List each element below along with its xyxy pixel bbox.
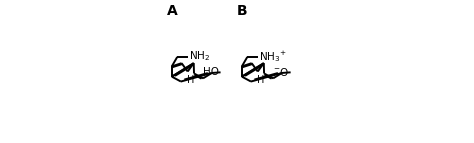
Text: A: A [167, 4, 178, 18]
Text: $^{-}$O: $^{-}$O [273, 66, 289, 78]
Text: NH$_3$$^{+}$: NH$_3$$^{+}$ [259, 49, 287, 64]
Text: NH$_2$: NH$_2$ [189, 50, 210, 63]
Text: H: H [187, 75, 194, 85]
Text: H: H [257, 75, 264, 85]
Text: B: B [237, 4, 247, 18]
Text: HO: HO [203, 67, 219, 77]
